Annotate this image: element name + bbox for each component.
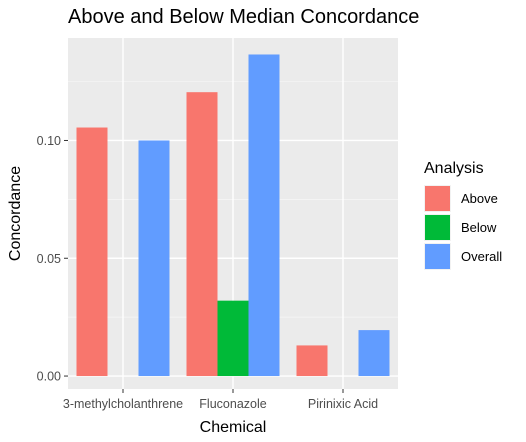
y-tick-label: 0.00 bbox=[37, 370, 61, 384]
bar-overall-1 bbox=[248, 54, 280, 377]
legend: Analysis Above Below Overall bbox=[424, 160, 502, 270]
legend-swatch-overall bbox=[425, 244, 450, 269]
x-tick-label: Pirinixic Acid bbox=[308, 397, 378, 411]
legend-label-above: Above bbox=[461, 191, 498, 206]
legend-swatch-above bbox=[425, 186, 450, 211]
legend-title: Analysis bbox=[424, 160, 484, 177]
x-tick-label: 3-methylcholanthrene bbox=[63, 397, 183, 411]
bar-overall-0 bbox=[138, 140, 170, 377]
x-axis-title: Chemical bbox=[200, 419, 267, 436]
legend-swatch-below bbox=[425, 215, 450, 240]
bar-above-0 bbox=[76, 127, 108, 377]
y-tick-label: 0.05 bbox=[37, 252, 61, 266]
legend-label-below: Below bbox=[461, 220, 497, 235]
legend-label-overall: Overall bbox=[461, 249, 502, 264]
bars bbox=[76, 54, 390, 377]
bar-overall-2 bbox=[358, 330, 390, 377]
x-axis: 3-methylcholanthrene Fluconazole Pirinixic… bbox=[63, 389, 378, 411]
x-tick-label: Fluconazole bbox=[199, 397, 266, 411]
bar-above-1 bbox=[186, 92, 218, 377]
grid-lines bbox=[68, 38, 398, 389]
y-axis: 0.00 0.05 0.10 bbox=[37, 134, 68, 384]
chart-title: Above and Below Median Concordance bbox=[68, 6, 419, 28]
y-axis-title: Concordance bbox=[7, 166, 24, 261]
y-tick-label: 0.10 bbox=[37, 134, 61, 148]
legend-items: Above Below Overall bbox=[424, 185, 502, 270]
bar-above-2 bbox=[296, 345, 328, 377]
bar-below-1 bbox=[217, 300, 249, 377]
